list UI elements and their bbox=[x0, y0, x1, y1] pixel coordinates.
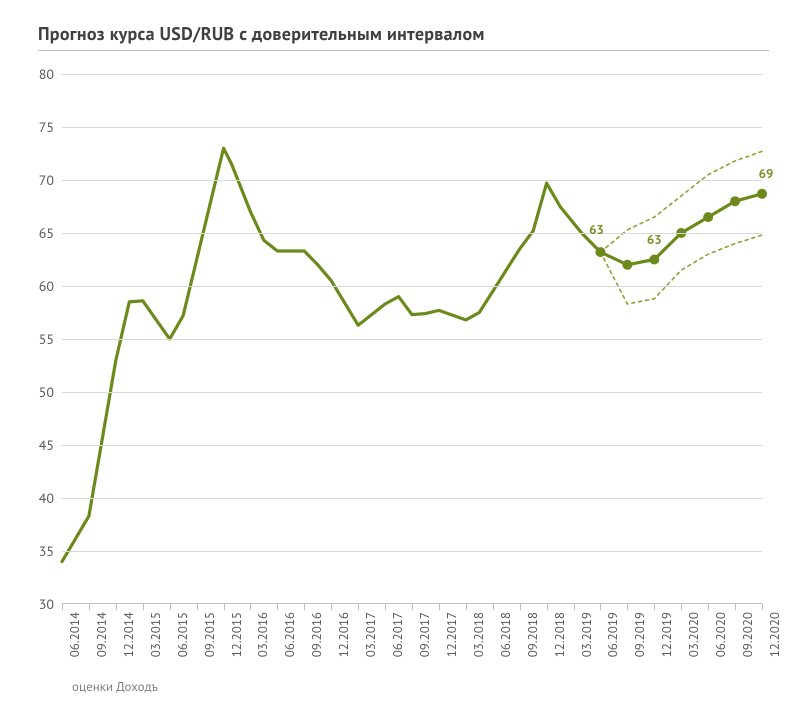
x-tick-label: 03.2018 bbox=[470, 612, 487, 657]
x-tick bbox=[493, 604, 494, 610]
x-tick-label: 09.2016 bbox=[308, 612, 325, 657]
x-tick bbox=[304, 604, 305, 610]
x-tick-label: 06.2014 bbox=[66, 612, 83, 657]
grid-line bbox=[62, 339, 762, 340]
x-tick bbox=[412, 604, 413, 610]
y-tick-label: 60 bbox=[39, 277, 54, 295]
x-tick bbox=[250, 604, 251, 610]
x-tick bbox=[520, 604, 521, 610]
forecast-marker bbox=[622, 260, 632, 270]
x-tick bbox=[385, 604, 386, 610]
x-tick-label: 09.2018 bbox=[524, 612, 541, 657]
x-tick-label: 12.2014 bbox=[120, 612, 137, 657]
point-label: 63 bbox=[589, 221, 604, 238]
grid-line bbox=[62, 551, 762, 552]
title-rule bbox=[38, 50, 769, 51]
x-tick-label: 03.2019 bbox=[578, 612, 595, 657]
point-label: 69 bbox=[759, 165, 774, 182]
y-tick-label: 80 bbox=[39, 65, 54, 83]
x-tick-label: 12.2018 bbox=[551, 612, 568, 657]
x-tick-label: 12.2015 bbox=[228, 612, 245, 657]
x-tick-label: 06.2019 bbox=[604, 612, 621, 657]
x-tick bbox=[197, 604, 198, 610]
ci_lower-line bbox=[600, 235, 762, 304]
historical-line bbox=[62, 148, 600, 561]
y-tick-label: 65 bbox=[39, 224, 54, 242]
x-tick-label: 06.2018 bbox=[497, 612, 514, 657]
x-tick-label: 12.2017 bbox=[443, 612, 460, 657]
x-tick bbox=[708, 604, 709, 610]
x-tick bbox=[600, 604, 601, 610]
forecast-marker bbox=[703, 212, 713, 222]
x-tick bbox=[735, 604, 736, 610]
x-tick bbox=[89, 604, 90, 610]
x-tick-label: 09.2017 bbox=[416, 612, 433, 657]
x-tick bbox=[654, 604, 655, 610]
forecast-marker bbox=[649, 255, 659, 265]
y-tick-label: 55 bbox=[39, 330, 54, 348]
x-tick-label: 12.2019 bbox=[658, 612, 675, 657]
x-tick bbox=[762, 604, 763, 610]
y-tick-label: 45 bbox=[39, 436, 54, 454]
y-tick-label: 50 bbox=[39, 383, 54, 401]
x-tick bbox=[627, 604, 628, 610]
y-tick-label: 35 bbox=[39, 542, 54, 560]
x-tick-label: 06.2015 bbox=[174, 612, 191, 657]
chart-title: Прогноз курса USD/RUB с доверительным ин… bbox=[38, 22, 485, 45]
x-tick-label: 06.2016 bbox=[281, 612, 298, 657]
forecast-marker bbox=[730, 196, 740, 206]
x-tick-label: 03.2017 bbox=[362, 612, 379, 657]
grid-line bbox=[62, 392, 762, 393]
point-label: 63 bbox=[647, 231, 662, 248]
x-tick bbox=[466, 604, 467, 610]
x-tick bbox=[224, 604, 225, 610]
grid-line bbox=[62, 74, 762, 75]
x-tick-label: 09.2015 bbox=[201, 612, 218, 657]
y-tick-label: 75 bbox=[39, 118, 54, 136]
grid-line bbox=[62, 286, 762, 287]
forecast-marker bbox=[595, 247, 605, 257]
x-tick bbox=[439, 604, 440, 610]
x-tick bbox=[358, 604, 359, 610]
plot-area: 303540455055606570758006.201409.201412.2… bbox=[62, 74, 762, 604]
x-tick-label: 09.2014 bbox=[93, 612, 110, 657]
x-tick-label: 03.2020 bbox=[685, 612, 702, 657]
x-tick bbox=[277, 604, 278, 610]
x-tick bbox=[681, 604, 682, 610]
x-tick-label: 06.2017 bbox=[389, 612, 406, 657]
x-tick bbox=[331, 604, 332, 610]
chart-caption: оценки Доходъ bbox=[72, 678, 158, 695]
x-tick-label: 06.2020 bbox=[712, 612, 729, 657]
y-tick-label: 40 bbox=[39, 489, 54, 507]
y-tick-label: 70 bbox=[39, 171, 54, 189]
x-tick-label: 09.2019 bbox=[631, 612, 648, 657]
grid-line bbox=[62, 180, 762, 181]
x-tick-label: 03.2015 bbox=[147, 612, 164, 657]
x-tick bbox=[170, 604, 171, 610]
grid-line bbox=[62, 498, 762, 499]
x-tick bbox=[116, 604, 117, 610]
x-tick bbox=[547, 604, 548, 610]
forecast-marker bbox=[757, 189, 767, 199]
grid-line bbox=[62, 127, 762, 128]
chart-container: Прогноз курса USD/RUB с доверительным ин… bbox=[0, 0, 791, 705]
x-tick-label: 09.2020 bbox=[739, 612, 756, 657]
x-tick-label: 12.2020 bbox=[766, 612, 783, 657]
x-tick-label: 12.2016 bbox=[335, 612, 352, 657]
x-tick bbox=[574, 604, 575, 610]
grid-line bbox=[62, 445, 762, 446]
x-tick bbox=[143, 604, 144, 610]
x-tick bbox=[62, 604, 63, 610]
x-tick-label: 03.2016 bbox=[254, 612, 271, 657]
y-tick-label: 30 bbox=[39, 595, 54, 613]
